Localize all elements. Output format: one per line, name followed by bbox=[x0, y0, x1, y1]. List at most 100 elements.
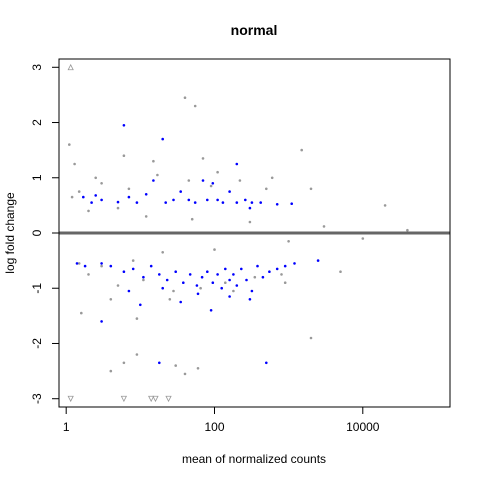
nonsignificant-point bbox=[73, 162, 76, 166]
significant-point bbox=[135, 201, 139, 204]
significant-point bbox=[250, 289, 254, 293]
nonsignificant-point bbox=[406, 228, 409, 232]
significant-point bbox=[152, 179, 155, 182]
significant-point bbox=[265, 361, 268, 365]
nonsignificant-point bbox=[144, 215, 148, 218]
nonsignificant-point bbox=[213, 248, 216, 251]
significant-point bbox=[82, 195, 85, 199]
nonsignificant-point bbox=[172, 289, 175, 293]
significant-point bbox=[75, 262, 79, 265]
significant-point bbox=[259, 201, 263, 204]
nonsignificant-point bbox=[94, 176, 97, 180]
nonsignificant-point bbox=[193, 104, 197, 108]
significant-point bbox=[235, 162, 239, 166]
significant-point bbox=[228, 190, 231, 193]
nonsignificant-point bbox=[322, 225, 326, 228]
nonsignificant-point bbox=[187, 179, 191, 182]
nonsignificant-point bbox=[135, 353, 139, 356]
significant-point bbox=[216, 198, 219, 202]
nonsignificant-point bbox=[287, 240, 290, 243]
nonsignificant-point bbox=[280, 273, 283, 276]
nonsignificant-point bbox=[156, 173, 159, 177]
significant-point bbox=[244, 198, 247, 202]
chart-title: normal bbox=[231, 22, 278, 38]
nonsignificant-point bbox=[109, 369, 113, 373]
y-tick-label: 3 bbox=[30, 64, 44, 71]
significant-point bbox=[187, 198, 191, 202]
significant-point bbox=[275, 203, 279, 206]
significant-point bbox=[293, 262, 296, 265]
nonsignificant-point bbox=[100, 182, 103, 185]
significant-point bbox=[221, 201, 225, 204]
significant-point bbox=[235, 201, 239, 204]
significant-point bbox=[211, 182, 215, 185]
nonsignificant-point bbox=[190, 217, 194, 221]
nonsignificant-point bbox=[216, 170, 219, 174]
nonsignificant-point bbox=[270, 176, 274, 180]
nonsignificant-point bbox=[238, 179, 242, 182]
nonsignificant-point bbox=[127, 187, 131, 191]
significant-point bbox=[109, 264, 113, 268]
nonsignificant-point bbox=[309, 187, 313, 191]
nonsignificant-point bbox=[232, 289, 235, 293]
significant-point bbox=[224, 267, 227, 271]
significant-point bbox=[158, 361, 161, 365]
significant-point bbox=[206, 198, 209, 202]
nonsignificant-point bbox=[68, 143, 71, 146]
significant-point bbox=[161, 137, 164, 141]
y-tick-label: -2 bbox=[30, 338, 44, 349]
significant-point bbox=[228, 295, 231, 298]
nonsignificant-point bbox=[142, 278, 145, 282]
y-tick-label: -1 bbox=[30, 283, 44, 294]
significant-point bbox=[179, 300, 182, 304]
significant-point bbox=[100, 262, 103, 265]
nonsignificant-point bbox=[300, 148, 304, 152]
nonsignificant-point bbox=[80, 311, 83, 315]
nonsignificant-point bbox=[209, 184, 213, 188]
nonsignificant-point bbox=[122, 154, 126, 157]
nonsignificant-point bbox=[265, 187, 268, 191]
significant-point bbox=[100, 320, 103, 323]
significant-point bbox=[116, 200, 120, 204]
significant-point bbox=[200, 275, 204, 279]
nonsignificant-point bbox=[199, 286, 202, 290]
significant-point bbox=[201, 179, 205, 182]
significant-point bbox=[127, 289, 131, 293]
nonsignificant-points bbox=[68, 96, 409, 376]
significant-point bbox=[235, 284, 239, 287]
significant-point bbox=[193, 201, 197, 204]
nonsignificant-point bbox=[339, 270, 342, 274]
nonsignificant-point bbox=[77, 262, 81, 265]
nonsignificant-point bbox=[309, 336, 313, 340]
significant-point bbox=[165, 278, 169, 282]
nonsignificant-point bbox=[152, 159, 155, 163]
significant-point bbox=[142, 275, 145, 279]
nonsignificant-point bbox=[122, 361, 126, 365]
nonsignificant-point bbox=[361, 237, 365, 240]
significant-point bbox=[275, 267, 279, 271]
nonsignificant-point bbox=[100, 264, 103, 268]
x-axis-label: mean of normalized counts bbox=[182, 452, 326, 466]
significant-point bbox=[228, 278, 231, 282]
significant-point bbox=[283, 264, 287, 268]
clipped-point bbox=[148, 395, 155, 403]
significant-point bbox=[216, 273, 219, 276]
significant-point bbox=[174, 270, 177, 274]
nonsignificant-point bbox=[168, 298, 172, 301]
y-tick-label: 2 bbox=[30, 119, 44, 126]
significant-point bbox=[127, 195, 131, 199]
nonsignificant-point bbox=[161, 251, 164, 254]
x-axis: 1 100 10000 bbox=[63, 406, 380, 434]
significant-point bbox=[188, 273, 192, 276]
significant-point bbox=[161, 286, 164, 290]
significant-point bbox=[248, 298, 252, 301]
nonsignificant-point bbox=[87, 209, 90, 213]
significant-point bbox=[182, 281, 185, 285]
significant-point bbox=[195, 284, 199, 287]
clipped-point bbox=[152, 395, 159, 403]
clipped-point bbox=[67, 63, 74, 71]
nonsignificant-point bbox=[248, 220, 252, 224]
significant-point bbox=[179, 190, 182, 193]
nonsignificant-point bbox=[283, 281, 287, 285]
